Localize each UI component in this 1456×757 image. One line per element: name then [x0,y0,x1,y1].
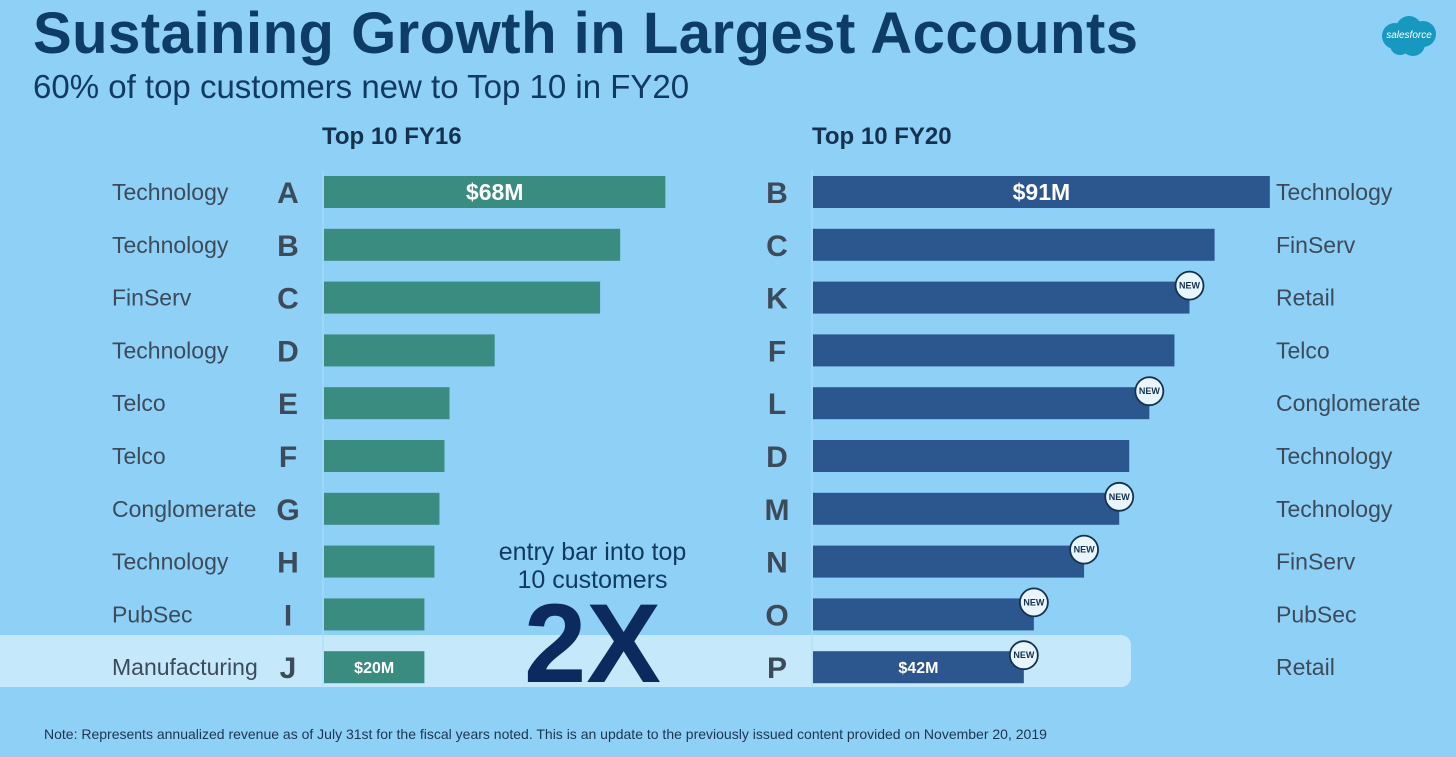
fy20-category-label: C [766,230,788,263]
fy16-data-label: $68M [466,179,524,205]
fy20-industry-label: Retail [1276,654,1335,680]
new-badge-label: NEW [1023,597,1045,607]
fy20-category-label: K [766,283,788,316]
new-badge-icon [1018,587,1049,618]
fy16-bar [324,545,435,578]
fy16-category-label: G [276,494,299,527]
fy20-category-label: M [765,494,790,527]
fy16-industry-label: FinServ [112,285,192,311]
new-badge-icon [1174,270,1205,301]
new-badge-icon [1134,376,1165,407]
fy20-bar [813,334,1175,367]
fy20-category-label: L [768,388,786,421]
fy16-industry-label: PubSec [112,601,193,627]
fy20-category-label: F [768,335,786,368]
fy16-industry-label: Technology [112,549,229,575]
new-badge-label: NEW [1179,281,1201,291]
fy20-bar [813,176,1270,208]
fy20-bar [813,281,1190,314]
fy20-data-label: $91M [1013,179,1071,205]
fy16-category-label: I [284,599,292,632]
callout-line-1: entry bar into top [498,538,687,566]
fy16-category-label: C [277,283,299,316]
fy20-bar [813,228,1215,261]
new-badge-icon [1104,481,1135,512]
new-badge-label: NEW [1139,386,1161,396]
new-badge-label: NEW [1074,545,1096,555]
fy16-bar [324,492,440,525]
fy16-industry-label: Telco [112,443,166,469]
fy16-industry-label: Conglomerate [112,496,256,522]
fy20-bar [813,598,1034,631]
fy16-industry-label: Technology [112,232,229,258]
fy16-category-label: F [279,441,297,474]
callout-big-value: 2X [524,581,661,706]
fy20-category-label: D [766,441,788,474]
fy20-bar [813,387,1150,420]
fy20-category-label: B [766,177,788,210]
fy20-bar [813,545,1085,578]
fy16-industry-label: Telco [112,390,166,416]
fy16-category-label: A [277,177,299,210]
fy20-industry-label: FinServ [1276,232,1356,258]
salesforce-logo-icon [1382,16,1436,56]
page-title: Sustaining Growth in Largest Accounts [33,1,1139,66]
fy20-category-label: O [765,599,788,632]
fy16-bar [324,281,601,314]
fy16-chart-title: Top 10 FY16 [322,123,462,150]
fy20-industry-label: Technology [1276,179,1393,205]
callout-text: entry bar into top 10 customers [470,538,715,594]
fy16-data-label: $20M [354,660,394,677]
new-badge-icon [1069,534,1099,565]
page-subtitle: 60% of top customers new to Top 10 in FY… [33,68,690,105]
fy16-industry-label: Manufacturing [112,654,258,680]
fy20-bar [813,440,1130,472]
fy16-industry-label: Technology [112,179,229,205]
fy20-industry-label: Retail [1276,285,1335,311]
new-badge-label: NEW [1013,650,1035,660]
footnote: Note: Represents annualized revenue as o… [44,726,1047,742]
fy16-bar [324,651,425,684]
logo-text: salesforce [1386,30,1432,41]
fy20-chart-title: Top 10 FY20 [812,123,952,150]
fy20-industry-label: Technology [1276,443,1393,469]
fy16-bar [324,387,450,420]
fy20-category-label: N [766,547,788,580]
fy20-industry-label: Telco [1276,337,1330,363]
fy16-category-label: J [280,652,297,685]
fy20-industry-label: FinServ [1276,549,1356,575]
fy16-category-label: B [277,230,299,263]
fy20-bar [813,651,1024,684]
fy16-bar [324,176,666,208]
fy20-bar [813,492,1120,525]
fy16-bar [324,228,621,261]
fy16-bar [324,598,425,631]
new-badge-label: NEW [1109,492,1131,502]
fy16-category-label: E [278,388,298,421]
fy20-category-label: P [767,652,787,685]
fy16-bar [324,334,495,367]
fy16-category-label: D [277,335,299,368]
fy20-industry-label: Technology [1276,496,1393,522]
fy16-industry-label: Technology [112,337,229,363]
fy16-bar [324,440,445,472]
callout-line-2: 10 customers [517,566,668,594]
new-badge-icon [1008,640,1039,671]
fy16-category-label: H [277,547,299,580]
fy20-industry-label: PubSec [1276,601,1357,627]
fy20-industry-label: Conglomerate [1276,390,1420,416]
fy20-data-label: $42M [898,660,938,677]
